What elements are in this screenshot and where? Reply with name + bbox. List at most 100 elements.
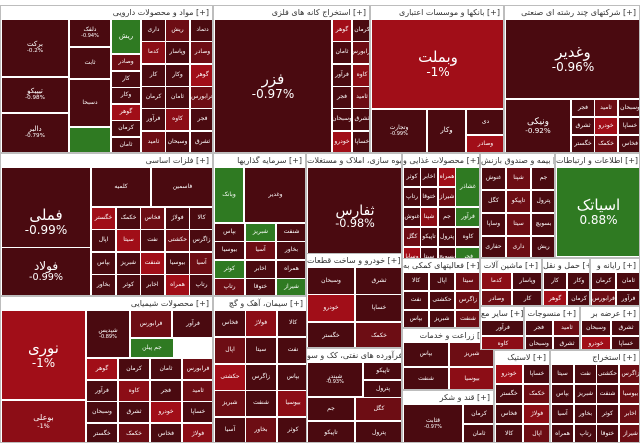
stock-tile[interactable]: دالبر -0.79% <box>1 113 69 152</box>
stock-tile[interactable]: شنفت <box>276 223 305 242</box>
stock-tile[interactable]: جم <box>307 397 355 421</box>
stock-tile[interactable]: فخاس <box>140 207 165 230</box>
stock-tile[interactable]: زاگرس <box>455 291 479 310</box>
stock-tile[interactable]: وکار <box>427 109 466 152</box>
stock-tile[interactable]: آسیا <box>189 252 212 275</box>
sector-header[interactable]: خودرو و ساخت قطعات [+] <box>307 254 401 267</box>
stock-tile[interactable]: فرابورس <box>182 358 212 380</box>
sector-s1[interactable]: قند و شکر [+] قثابت -0.97% کرمان ثامان <box>402 390 494 443</box>
sector-header[interactable]: سیمان، آهک و گچ [+] <box>214 297 306 310</box>
stock-tile[interactable]: قثابت -0.97% <box>403 404 463 442</box>
stock-tile[interactable]: خساپا <box>523 364 549 384</box>
stock-tile[interactable]: خساپا <box>618 117 639 135</box>
sector-header[interactable]: سرمایه گذاریها [+] <box>214 154 305 167</box>
stock-tile[interactable]: شنفت <box>140 252 165 275</box>
stock-tile[interactable]: شنفت <box>245 390 277 417</box>
stock-tile[interactable]: نفت <box>403 291 429 310</box>
stock-tile[interactable]: گوهر <box>543 290 567 305</box>
sector-header[interactable]: استخراج [+] <box>551 351 639 364</box>
stock-tile[interactable]: زاگرس <box>189 229 212 252</box>
sector-header[interactable]: محصولات شیمیایی [+] <box>1 297 212 310</box>
stock-tile[interactable]: ثابت <box>69 47 111 79</box>
stock-tile[interactable]: ثفارس -0.98% <box>307 167 401 267</box>
stock-tile[interactable]: ریش <box>531 236 554 257</box>
stock-tile[interactable]: کرمان <box>141 86 166 109</box>
stock-tile[interactable]: حکشتی <box>596 364 619 384</box>
stock-tile[interactable]: وساپا <box>481 213 506 236</box>
stock-tile[interactable]: غنوش <box>481 167 506 190</box>
stock-tile[interactable]: فولاژ <box>165 207 190 230</box>
sector-s4[interactable]: رایانه و [+] کرمان ثامان فرابورس فرآور <box>590 258 640 306</box>
stock-tile[interactable]: سیتا <box>116 229 141 252</box>
stock-tile[interactable]: فرابورس <box>352 41 369 64</box>
stock-tile[interactable]: اپال <box>523 424 549 442</box>
stock-tile[interactable]: وصادر <box>111 54 141 71</box>
stock-tile[interactable]: آسیا <box>214 417 246 442</box>
stock-tile[interactable]: رتاپ <box>574 424 597 442</box>
stock-tile[interactable]: ثامید <box>553 320 579 336</box>
stock-tile[interactable]: بوعلی -1% <box>1 400 86 442</box>
stock-tile[interactable]: فرآور <box>332 64 352 87</box>
stock-tile[interactable]: وصادر <box>466 135 503 152</box>
stock-tile[interactable]: حکشتی <box>165 229 190 252</box>
stock-tile[interactable]: خکمک <box>594 135 618 152</box>
stock-tile[interactable]: خگستر <box>495 384 523 404</box>
stock-tile[interactable]: وکار <box>111 87 141 104</box>
stock-tile[interactable]: کوثر <box>277 417 306 442</box>
stock-tile[interactable]: فجر <box>190 108 212 131</box>
stock-tile[interactable]: همراه <box>438 167 456 187</box>
stock-tile[interactable]: خکمک <box>116 207 141 230</box>
stock-tile[interactable]: وتجارت -0.99% <box>371 109 427 152</box>
stock-tile[interactable]: بیوسیا <box>449 367 493 389</box>
stock-tile[interactable]: شبندر -0.93% <box>307 362 363 397</box>
stock-tile[interactable]: شنفت <box>455 310 479 327</box>
stock-tile[interactable]: بسویچ <box>531 213 554 236</box>
stock-tile[interactable]: بخاور <box>91 274 116 295</box>
stock-tile[interactable]: زاگرس <box>619 364 639 384</box>
stock-tile[interactable]: ثشرق <box>553 336 579 349</box>
stock-tile[interactable]: داری <box>506 236 531 257</box>
sector-header[interactable]: قند و شکر [+] <box>403 391 493 404</box>
sector-header[interactable]: شرکتهای چند رشته ای صنعتی [+] <box>505 6 639 19</box>
stock-tile[interactable]: خساپا <box>352 131 369 152</box>
stock-tile[interactable]: فرآور <box>616 290 639 305</box>
stock-tile[interactable]: ونیکی -0.92% <box>505 99 571 152</box>
stock-tile[interactable]: بیوسیا <box>165 252 190 275</box>
stock-tile[interactable]: فجر <box>571 99 595 117</box>
stock-tile[interactable]: همراه <box>551 424 574 442</box>
stock-tile[interactable]: خودرو <box>495 364 523 384</box>
stock-tile[interactable]: فولاژ <box>245 310 277 337</box>
stock-tile[interactable]: فخاس <box>618 135 639 152</box>
stock-tile[interactable]: کاوه <box>165 108 190 131</box>
stock-tile[interactable]: همراه <box>276 260 305 279</box>
stock-tile[interactable]: ثامان <box>111 137 141 152</box>
stock-tile[interactable]: کرمان <box>567 290 589 305</box>
stock-tile[interactable]: ریش <box>165 19 190 42</box>
stock-tile[interactable]: فولاژ <box>523 404 549 424</box>
stock-tile[interactable]: ثامان <box>332 41 352 64</box>
sector-s10[interactable]: اطلاعات و ارتباطات [+] اسیاتک 0.88% <box>555 153 640 258</box>
stock-tile[interactable]: شبریز <box>245 223 276 242</box>
stock-tile[interactable]: ثامید <box>352 86 369 109</box>
stock-tile[interactable]: تاپیکو <box>420 227 438 247</box>
sector-header[interactable]: مواد و محصولات دارویی [+] <box>1 6 212 19</box>
sector-s4[interactable]: لاستیک [+] خودرو خساپا خگستر خکمک فخاس فولاژ کا… <box>494 350 550 443</box>
stock-tile[interactable]: فرآور <box>141 108 166 131</box>
sector-header[interactable]: ماشین آلات [+] <box>481 259 541 272</box>
stock-tile[interactable]: گوهر <box>332 19 352 42</box>
stock-tile[interactable]: شپنا <box>506 167 531 190</box>
stock-tile[interactable]: ختوقا <box>420 187 438 207</box>
stock-tile[interactable]: کگل <box>403 227 421 247</box>
stock-tile[interactable]: اخابر <box>619 404 639 424</box>
stock-tile[interactable]: اسیاتک 0.88% <box>556 167 639 257</box>
stock-tile[interactable]: سیتا <box>455 272 479 291</box>
stock-tile[interactable]: برکت -0.2% <box>1 19 69 77</box>
stock-tile[interactable]: پترول <box>438 227 456 247</box>
stock-tile[interactable]: گوهر <box>190 64 212 87</box>
stock-tile[interactable]: خساپا <box>611 336 639 349</box>
stock-tile[interactable]: تاپیکو <box>363 362 401 380</box>
stock-tile[interactable]: دسبحا <box>69 79 111 127</box>
stock-tile[interactable]: وسبحان <box>525 336 553 349</box>
stock-tile[interactable]: ثشرق <box>611 320 639 336</box>
stock-tile[interactable]: جم <box>438 207 456 227</box>
